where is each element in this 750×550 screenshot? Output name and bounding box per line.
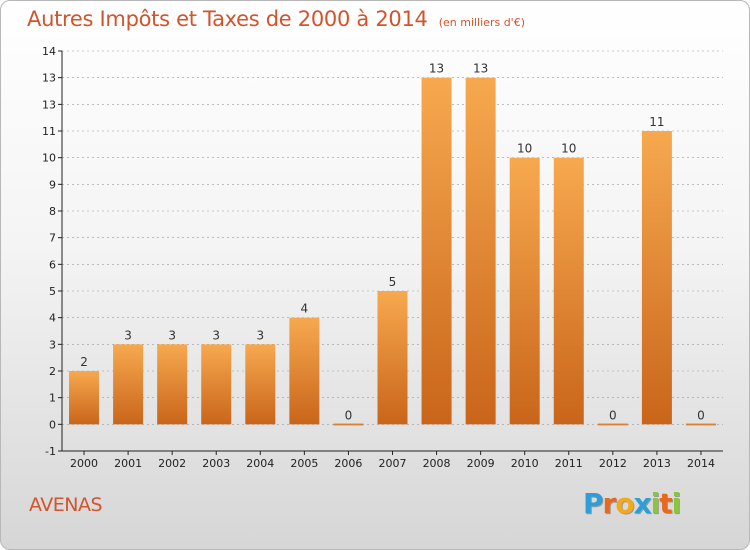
bars bbox=[69, 77, 716, 426]
y-tick-label: 4 bbox=[49, 312, 56, 325]
data-label-2010: 10 bbox=[517, 142, 532, 156]
logo-letter: i bbox=[671, 487, 682, 520]
data-label-2005: 4 bbox=[301, 302, 309, 316]
place-name: AVENAS bbox=[29, 494, 103, 516]
logo-letter: x bbox=[633, 487, 652, 520]
bar-2009 bbox=[465, 77, 496, 425]
x-tick-label-2012: 2012 bbox=[599, 457, 627, 470]
y-tick-labels: -1 0 1 2 3 4 5 6 7 8 9 10 11 13 13 14 bbox=[42, 45, 56, 458]
proxiti-logo: Proxiti bbox=[583, 487, 682, 520]
chart-title-block: Autres Impôts et Taxes de 2000 à 2014 (e… bbox=[27, 7, 525, 31]
bar-2004 bbox=[245, 344, 276, 425]
data-label-2013: 11 bbox=[649, 115, 664, 129]
y-tick-label: 8 bbox=[49, 205, 56, 218]
data-label-2006: 0 bbox=[345, 408, 353, 422]
data-label-2003: 3 bbox=[212, 328, 220, 342]
bar-2000 bbox=[69, 371, 100, 425]
y-tick-label: 3 bbox=[49, 338, 56, 351]
y-tick-label: 11 bbox=[42, 125, 56, 138]
bar-2003 bbox=[201, 344, 232, 425]
y-tick-label: -1 bbox=[45, 445, 56, 458]
x-tick-label-2010: 2010 bbox=[511, 457, 539, 470]
x-tick-label-2005: 2005 bbox=[290, 457, 318, 470]
x-tick-label-2006: 2006 bbox=[334, 457, 362, 470]
x-tick-label-2003: 2003 bbox=[202, 457, 230, 470]
y-tick-label: 0 bbox=[49, 418, 56, 431]
data-labels: 2 3 3 3 3 4 0 5 13 13 10 10 0 11 0 bbox=[80, 62, 705, 423]
x-tick-label-2007: 2007 bbox=[379, 457, 407, 470]
x-tick-labels: 2000 2001 2002 2003 2004 2005 2006 2007 2008 2009… bbox=[70, 457, 715, 470]
bar-2013 bbox=[641, 131, 672, 425]
logo-letter: r bbox=[602, 487, 617, 520]
bar-2008 bbox=[421, 77, 452, 425]
data-label-2009: 13 bbox=[473, 62, 488, 76]
bar-2011 bbox=[553, 157, 584, 425]
bar-2014 bbox=[685, 423, 716, 426]
data-label-2014: 0 bbox=[697, 408, 705, 422]
data-label-2012: 0 bbox=[609, 408, 617, 422]
y-tick-label: 5 bbox=[49, 285, 56, 298]
data-label-2011: 10 bbox=[561, 142, 576, 156]
bar-2012 bbox=[597, 423, 628, 426]
data-label-2007: 5 bbox=[389, 275, 397, 289]
bar-2005 bbox=[289, 317, 320, 425]
bar-2006 bbox=[333, 423, 364, 426]
logo-letter: t bbox=[659, 487, 672, 520]
y-tick-label: 13 bbox=[42, 98, 56, 111]
x-tick-label-2014: 2014 bbox=[687, 457, 715, 470]
logo-letter: i bbox=[650, 487, 661, 520]
bar-2002 bbox=[157, 344, 188, 425]
bar-2007 bbox=[377, 291, 408, 425]
y-tick-label: 13 bbox=[42, 72, 56, 85]
bar-2001 bbox=[113, 344, 144, 425]
chart-title: Autres Impôts et Taxes de 2000 à 2014 bbox=[27, 7, 428, 31]
data-label-2004: 3 bbox=[256, 328, 264, 342]
y-tick-label: 6 bbox=[49, 258, 56, 271]
x-tick-label-2000: 2000 bbox=[70, 457, 98, 470]
data-label-2002: 3 bbox=[168, 328, 176, 342]
y-tick-label: 1 bbox=[49, 392, 56, 405]
data-label-2000: 2 bbox=[80, 355, 88, 369]
chart-subtitle: (en milliers d'€) bbox=[438, 16, 525, 29]
y-tick-label: 2 bbox=[49, 365, 56, 378]
logo-letter: o bbox=[615, 487, 634, 520]
data-label-2001: 3 bbox=[124, 328, 132, 342]
y-tick-label: 7 bbox=[49, 232, 56, 245]
x-tick-label-2011: 2011 bbox=[555, 457, 583, 470]
y-tick-label: 10 bbox=[42, 152, 56, 165]
x-tick-label-2008: 2008 bbox=[423, 457, 451, 470]
x-tick-label-2009: 2009 bbox=[467, 457, 495, 470]
y-tick-label: 9 bbox=[49, 178, 56, 191]
data-label-2008: 13 bbox=[429, 62, 444, 76]
x-tick-label-2002: 2002 bbox=[158, 457, 186, 470]
bar-2010 bbox=[509, 157, 540, 425]
logo-letter: P bbox=[583, 487, 604, 520]
x-tick-label-2004: 2004 bbox=[246, 457, 274, 470]
axes bbox=[58, 50, 723, 455]
y-tick-label: 14 bbox=[42, 45, 56, 58]
x-tick-label-2001: 2001 bbox=[114, 457, 142, 470]
x-tick-label-2013: 2013 bbox=[643, 457, 671, 470]
